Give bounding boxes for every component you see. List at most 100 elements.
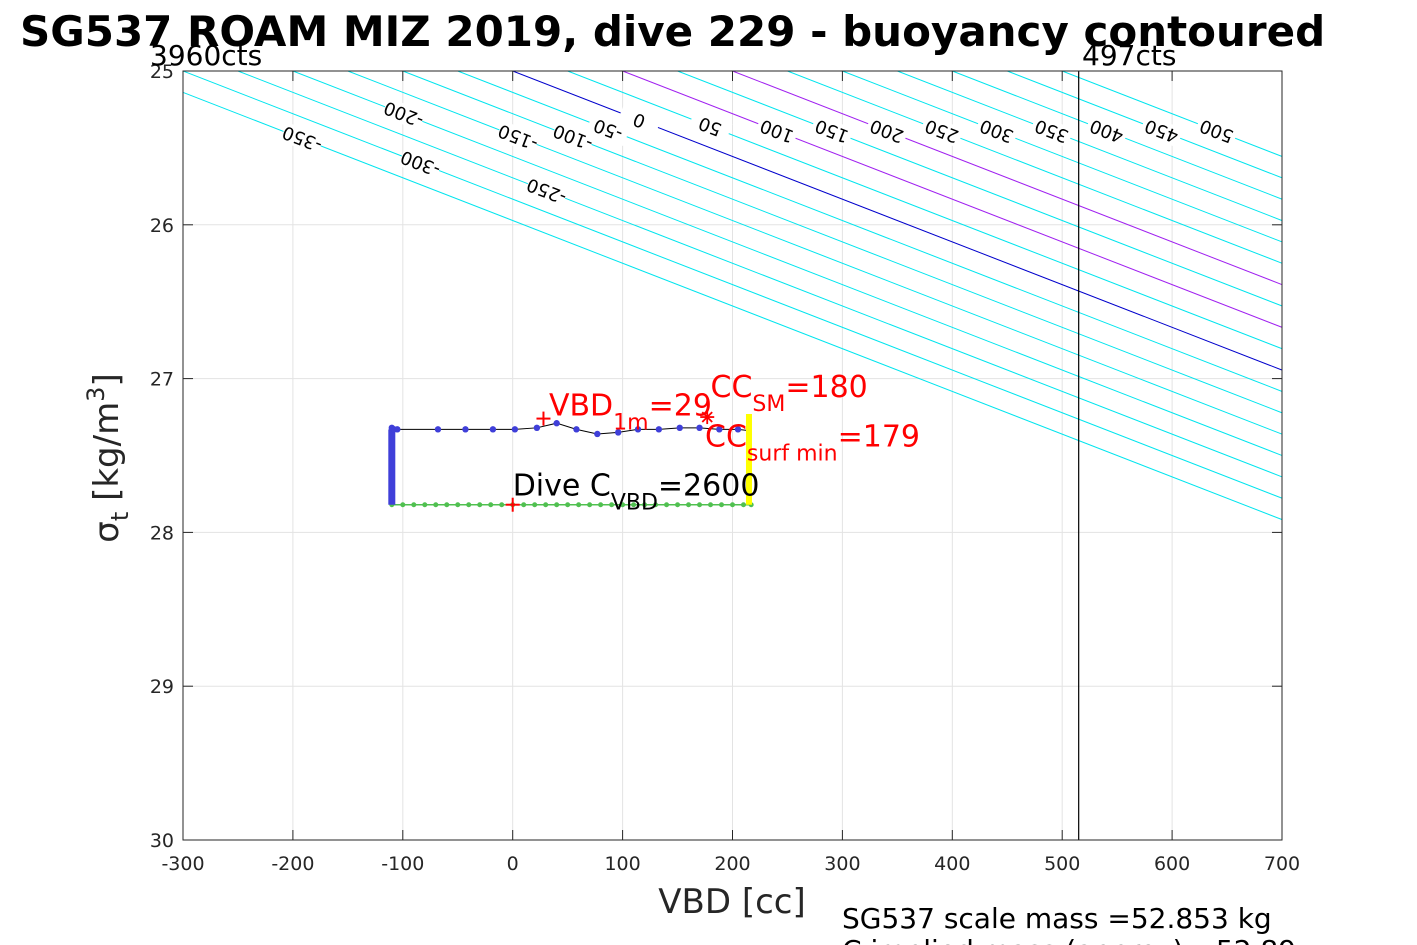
surface-point [642, 502, 648, 508]
x-tick-label: 400 [934, 853, 970, 875]
surface-point [620, 502, 626, 508]
descent-point [734, 426, 742, 433]
descent-point [553, 420, 560, 427]
contour-label-bg [864, 114, 910, 148]
annotation-sub: 1m [613, 411, 648, 436]
surface-point [521, 502, 527, 508]
contour-line [512, 71, 1282, 371]
y-tick-label: 28 [150, 522, 174, 544]
contour-line [183, 71, 1282, 499]
surface-point [664, 502, 670, 508]
contour-label-bg [585, 112, 631, 147]
y-tick-label: 29 [150, 676, 174, 698]
contour-label-bg [919, 114, 965, 148]
x-tick-label: 0 [507, 853, 519, 875]
contour-label-bg [1029, 114, 1074, 148]
contour-label-bg [398, 146, 443, 180]
surface-point [598, 502, 604, 508]
descent-point [533, 424, 541, 432]
descent-point [716, 426, 723, 433]
surface-point [697, 502, 703, 508]
descent-point [394, 426, 401, 433]
dive-data [388, 71, 1080, 840]
contour-line [787, 71, 1282, 264]
surface-point [609, 502, 615, 508]
surface-point [488, 502, 494, 508]
annotation-text: CCsurf min=179 [705, 419, 920, 466]
y-tick-label: 25 [150, 61, 174, 83]
descent-point [573, 426, 580, 433]
x-tick-label: -300 [161, 853, 204, 875]
annotation-value: =180 [785, 370, 867, 405]
contour-line [622, 71, 1282, 328]
surface-point [730, 502, 735, 508]
y-tick-label: 26 [150, 215, 174, 237]
buoyancy-contours [183, 71, 1282, 521]
surface-point [740, 502, 746, 508]
annotation-main: Dive C [513, 468, 611, 503]
annotation-sub: VBD [611, 490, 658, 515]
contour-line [457, 71, 1282, 392]
descent-point [634, 426, 642, 433]
surface-point [708, 502, 714, 508]
descent-point [676, 424, 683, 432]
star-marker-arm [701, 411, 713, 423]
contour-line [567, 71, 1282, 350]
plus-marker [536, 411, 551, 426]
x-tick-label: -200 [271, 853, 314, 875]
descent-point [462, 426, 469, 433]
y-axis-label-unit: [kg/m [87, 402, 127, 512]
contour-line [897, 71, 1282, 222]
contour-line [183, 91, 1282, 521]
surface-point [554, 502, 560, 508]
cts-left-label: 3960cts [150, 39, 262, 72]
surface-point [686, 502, 692, 508]
surface-point [532, 502, 538, 508]
contour-line [292, 71, 1282, 457]
contour-label-bg [495, 120, 541, 154]
annotation-main: CC [711, 370, 753, 405]
descent-point [696, 424, 703, 432]
descent-point [655, 426, 663, 433]
plus-marker [505, 497, 520, 512]
x-tick-label: 500 [1044, 853, 1080, 875]
surface-point [444, 502, 450, 508]
surface-point [477, 502, 483, 508]
contour-label-bg [687, 109, 733, 143]
contour-label-bg [754, 114, 800, 148]
contour-label-bg [1194, 114, 1239, 148]
surface-point [565, 502, 571, 508]
surface-point [411, 502, 417, 508]
descent-line [391, 422, 752, 435]
y-tick-label: 27 [150, 369, 174, 391]
surface-point [543, 502, 549, 508]
annotation-text: VBD1m=29 [549, 389, 712, 436]
contour-label-bg [524, 174, 569, 208]
descent-point [511, 426, 519, 433]
surface-point [455, 502, 461, 508]
contour-line [677, 71, 1282, 307]
x-tick-label: 300 [824, 853, 860, 875]
annotation-value: =2600 [658, 468, 759, 503]
annotation-main: CC [705, 419, 747, 454]
contour-label-bg [550, 120, 596, 154]
contour-line [237, 71, 1282, 478]
x-axis-label: VBD [cc] [658, 882, 806, 922]
descent-point [489, 426, 497, 433]
surface-point [576, 502, 582, 508]
surface-point [422, 502, 428, 508]
contour-line [732, 71, 1282, 286]
contour-label-bg [381, 97, 426, 131]
contour-line [347, 71, 1282, 435]
y-axis-label-unit-close: ] [87, 373, 127, 386]
surface-point [653, 502, 659, 508]
x-tick-label: 200 [714, 853, 750, 875]
surface-point [433, 502, 439, 508]
annotation-sub: SM [752, 392, 785, 417]
annotation-text: CCSM=180 [711, 370, 868, 417]
star-marker [700, 410, 715, 425]
contour-line [402, 71, 1282, 414]
x-tick-label: -100 [381, 853, 424, 875]
surface-point [719, 502, 725, 508]
